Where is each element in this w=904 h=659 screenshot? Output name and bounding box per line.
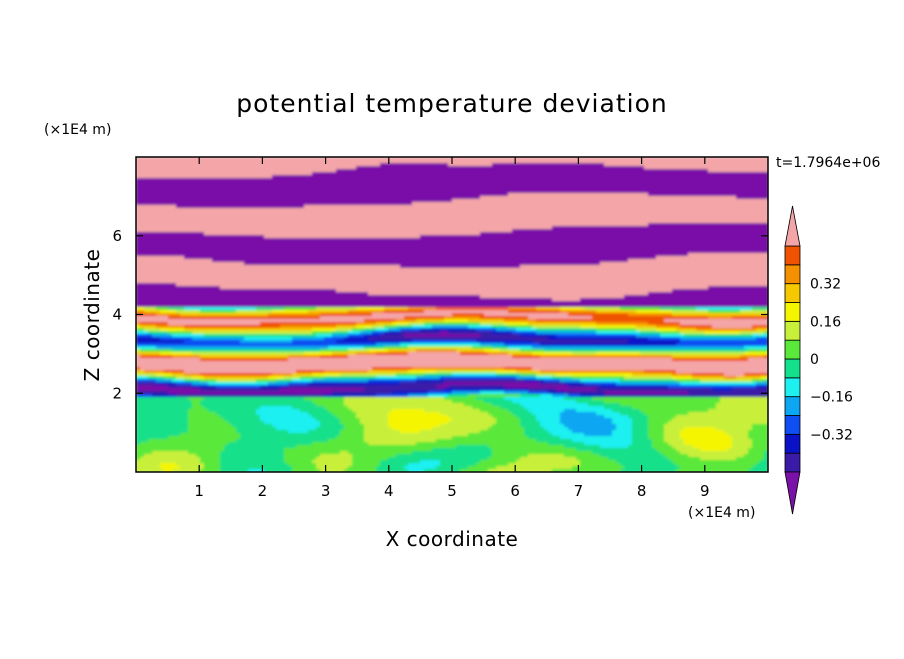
x-tick-label: 7 [574,482,584,500]
colorbar-segment [785,340,800,359]
colorbar-extend-min [785,472,800,514]
chart-title: potential temperature deviation [236,89,667,118]
x-tick-label: 8 [637,482,647,500]
x-tick-label: 4 [384,482,394,500]
colorbar-segment [785,284,800,303]
colorbar-tick-label: 0 [810,352,819,368]
x-tick-label: 1 [194,482,204,500]
colorbar-tick-label: 0.16 [810,314,841,330]
colorbar-segment [785,265,800,284]
y-axis-label: Z coordinate [80,249,104,382]
colorbar-tick-label: −0.32 [810,427,853,443]
x-tick-label: 2 [258,482,268,500]
time-label: t=1.7964e+06 [776,155,880,171]
colorbar-tick-label: −0.16 [810,390,853,406]
colorbar-extend-max [785,206,800,246]
colorbar-segment [785,303,800,322]
colorbar-segment [785,434,800,453]
y-tick-label: 2 [112,384,122,402]
x-tick-label: 9 [700,482,710,500]
x-tick-label: 3 [321,482,331,500]
x-axis-label: X coordinate [386,527,519,551]
y-tick-label: 4 [112,306,122,324]
x-unit-label: (×1E4 m) [688,505,755,521]
y-unit-label: (×1E4 m) [44,122,111,138]
colorbar-segment [785,321,800,340]
colorbar-tick-label: 0.32 [810,277,841,293]
x-tick-label: 5 [447,482,457,500]
contour-field [136,157,769,473]
colorbar-segment [785,246,800,265]
y-tick-label: 6 [112,227,122,245]
colorbar-segment [785,378,800,397]
colorbar: 0.32 0.16 0 −0.16 −0.32 [785,206,853,514]
colorbar-segment [785,359,800,378]
colorbar-segment [785,416,800,435]
colorbar-segment [785,453,800,472]
x-tick-label: 6 [510,482,520,500]
colorbar-segment [785,397,800,416]
